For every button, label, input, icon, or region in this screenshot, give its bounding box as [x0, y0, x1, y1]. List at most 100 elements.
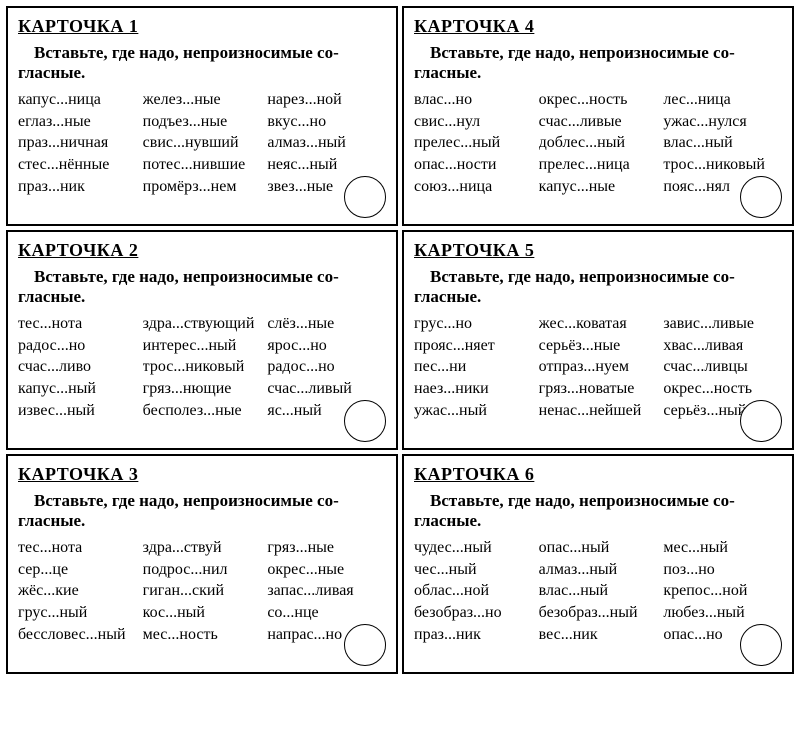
card-title: КАРТОЧКА 3: [18, 464, 386, 485]
word: праз...ник: [414, 625, 533, 646]
word: капус...ные: [539, 177, 658, 198]
task-text: Вставьте, где надо, непроизносимые со­гл…: [18, 43, 386, 84]
word: счас...ливо: [18, 357, 137, 378]
word: праз...ничная: [18, 133, 137, 154]
word: трос...никовый: [663, 155, 782, 176]
card-2: КАРТОЧКА 2 Вставьте, где надо, непроизнос…: [6, 230, 398, 450]
word: стес...нённые: [18, 155, 137, 176]
word: трос...никовый: [143, 357, 262, 378]
word: желез...ные: [143, 90, 262, 111]
word: завис...ливые: [663, 314, 782, 335]
word: хвас...ливая: [663, 336, 782, 357]
word: радос...но: [267, 357, 386, 378]
word: безобраз...но: [414, 603, 533, 624]
card-title: КАРТОЧКА 5: [414, 240, 782, 261]
word: потес...нившие: [143, 155, 262, 176]
word: еглаз...ные: [18, 112, 137, 133]
answer-circle: [740, 176, 782, 218]
word: бессловес...ный: [18, 625, 137, 646]
word-grid: капус...ница желез...ныенарез...ной еглаз.…: [18, 90, 386, 198]
card-title: КАРТОЧКА 4: [414, 16, 782, 37]
word: счас...ливые: [539, 112, 658, 133]
word: алмаз...ный: [267, 133, 386, 154]
task-text: Вставьте, где надо, непроизносимые со­гл…: [18, 491, 386, 532]
word: вес...ник: [539, 625, 658, 646]
word: гряз...нющие: [143, 379, 262, 400]
word: мес...ный: [663, 538, 782, 559]
word: союз...ница: [414, 177, 533, 198]
word: безобраз...ный: [539, 603, 658, 624]
word: влас...ный: [663, 133, 782, 154]
task-text: Вставьте, где надо, непроизносимые со­гл…: [414, 43, 782, 84]
word: наез...ники: [414, 379, 533, 400]
answer-circle: [740, 624, 782, 666]
word: мес...ность: [143, 625, 262, 646]
word: ненас...нейшей: [539, 401, 658, 422]
card-3: КАРТОЧКА 3 Вставьте, где надо, непроизнос…: [6, 454, 398, 674]
word: свис...нул: [414, 112, 533, 133]
card-title: КАРТОЧКА 2: [18, 240, 386, 261]
word: ярос...но: [267, 336, 386, 357]
word: опас...ности: [414, 155, 533, 176]
card-4: КАРТОЧКА 4 Вставьте, где надо, непроизнос…: [402, 6, 794, 226]
word: серьёз...ные: [539, 336, 658, 357]
word: подъез...ные: [143, 112, 262, 133]
card-title: КАРТОЧКА 6: [414, 464, 782, 485]
word: грус...но: [414, 314, 533, 335]
word: бесполез...ные: [143, 401, 262, 422]
word: крепос...ной: [663, 581, 782, 602]
word: счас...ливый: [267, 379, 386, 400]
word: чес...ный: [414, 560, 533, 581]
word: ужас...ный: [414, 401, 533, 422]
word: прелес...ница: [539, 155, 658, 176]
word: здра...ствующий: [143, 314, 262, 335]
card-5: КАРТОЧКА 5Вставьте, где надо, непроизнос…: [402, 230, 794, 450]
word: праз...ник: [18, 177, 137, 198]
word: чудес...ный: [414, 538, 533, 559]
word: со...нце: [267, 603, 386, 624]
word: здра...ствуй: [143, 538, 262, 559]
word: счас...ливцы: [663, 357, 782, 378]
word: извес...ный: [18, 401, 137, 422]
word: кос...ный: [143, 603, 262, 624]
word: капус...ница: [18, 90, 137, 111]
word: тес...нота: [18, 538, 137, 559]
word: вкус...но: [267, 112, 386, 133]
word: влас...ный: [539, 581, 658, 602]
word: жес...коватая: [539, 314, 658, 335]
task-text: Вставьте, где надо, непроизносимые со­гл…: [18, 267, 386, 308]
word: жёс...кие: [18, 581, 137, 602]
word: лес...ница: [663, 90, 782, 111]
answer-circle: [344, 176, 386, 218]
word: промёрз...нем: [143, 177, 262, 198]
word: запас...ливая: [267, 581, 386, 602]
word-grid: чудес...ныйопас...ныймес...ныйчес...ныйа…: [414, 538, 782, 646]
card-1: КАРТОЧКА 1 Вставьте, где надо, непроизнос…: [6, 6, 398, 226]
task-text: Вставьте, где надо, непроизносимые со­гл…: [414, 491, 782, 532]
word: гряз...ные: [267, 538, 386, 559]
answer-circle: [344, 400, 386, 442]
word: слёз...ные: [267, 314, 386, 335]
answer-circle: [740, 400, 782, 442]
word-grid: тес...нотаздра...ствующийслёз...ныерадос…: [18, 314, 386, 422]
word-grid: тес...нотаздра...ствуйгряз...ныесер...це…: [18, 538, 386, 646]
word: облас...ной: [414, 581, 533, 602]
word: доблес...ный: [539, 133, 658, 154]
word: гряз...новатые: [539, 379, 658, 400]
word-grid: влас...ноокрес...ностьлес...ницасвис...н…: [414, 90, 782, 198]
card-title: КАРТОЧКА 1: [18, 16, 386, 37]
word: прояс...няет: [414, 336, 533, 357]
word: поз...но: [663, 560, 782, 581]
word: радос...но: [18, 336, 137, 357]
word: грус...ный: [18, 603, 137, 624]
word: окрес...ность: [539, 90, 658, 111]
word: неяс...ный: [267, 155, 386, 176]
word-grid: грус...но жес...коватаязавис...ливые прояс…: [414, 314, 782, 422]
word: гиган...ский: [143, 581, 262, 602]
word: нарез...ной: [267, 90, 386, 111]
word: опас...ный: [539, 538, 658, 559]
word: любез...ный: [663, 603, 782, 624]
word: интерес...ный: [143, 336, 262, 357]
word: свис...нувший: [143, 133, 262, 154]
card-6: КАРТОЧКА 6 Вставьте, где надо, непроизнос…: [402, 454, 794, 674]
